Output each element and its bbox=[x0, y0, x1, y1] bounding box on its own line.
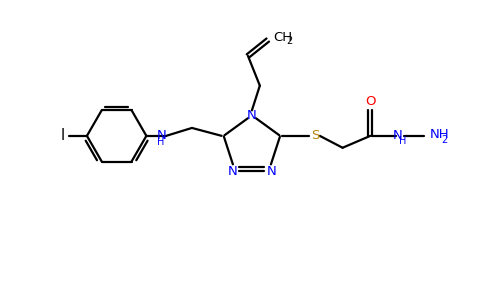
Text: O: O bbox=[365, 95, 376, 108]
Text: I: I bbox=[61, 128, 65, 143]
Text: CH: CH bbox=[274, 31, 293, 44]
Text: N: N bbox=[267, 165, 276, 178]
Text: H: H bbox=[156, 137, 164, 147]
Text: 2: 2 bbox=[287, 36, 293, 46]
Text: NH: NH bbox=[430, 128, 450, 141]
Text: N: N bbox=[393, 129, 403, 142]
Text: H: H bbox=[399, 136, 407, 146]
Text: N: N bbox=[156, 129, 166, 142]
Text: S: S bbox=[311, 129, 319, 142]
Text: 2: 2 bbox=[442, 135, 448, 145]
Text: N: N bbox=[227, 165, 237, 178]
Text: N: N bbox=[247, 109, 257, 122]
